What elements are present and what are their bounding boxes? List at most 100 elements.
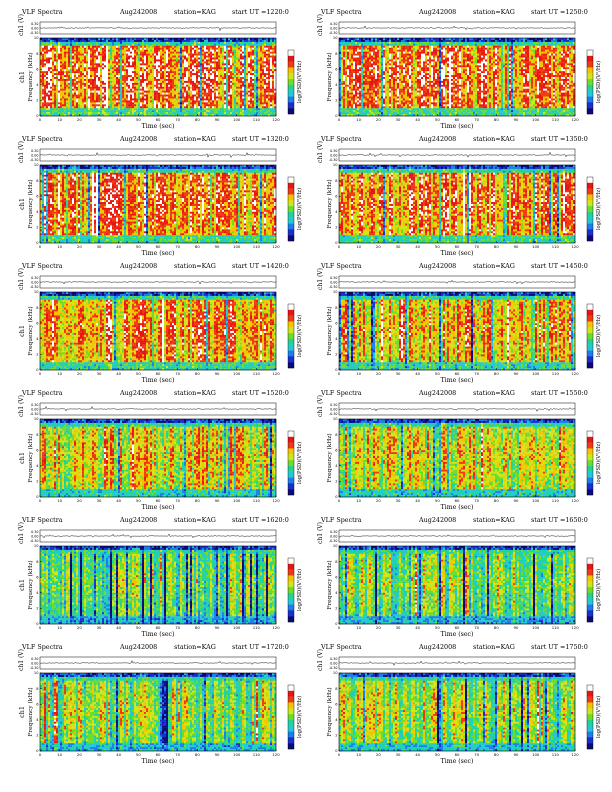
time-tick-label: 110 bbox=[253, 498, 261, 503]
time-tick-label: 30 bbox=[97, 752, 102, 757]
freq-tick-label: 4 bbox=[36, 83, 39, 87]
freq-tick-label: 0 bbox=[335, 241, 338, 245]
time-tick-label: 10 bbox=[57, 371, 62, 376]
panel-station: station=KAG bbox=[174, 262, 216, 270]
time-tick-label: 10 bbox=[57, 498, 62, 503]
colorbar bbox=[288, 177, 294, 242]
freq-tick-label: 6 bbox=[335, 194, 338, 198]
panel-title: VLF Spectra bbox=[321, 643, 362, 651]
spectra-panel-10: VLF Spectra Aug242008 station=KAG start UT … bbox=[309, 516, 609, 644]
time-tick-label: 70 bbox=[474, 371, 479, 376]
time-tick-label: 0 bbox=[338, 117, 341, 122]
colorbar-frame bbox=[287, 557, 295, 623]
spectra-panel-4: VLF Spectra Aug242008 station=KAG start UT … bbox=[309, 135, 609, 263]
time-tick-label: 20 bbox=[376, 244, 381, 249]
waveform-tick-label: 0.00 bbox=[330, 535, 337, 539]
time-tick-label: 100 bbox=[532, 117, 540, 122]
time-tick-label: 60 bbox=[156, 117, 161, 122]
panel-date: Aug242008 bbox=[120, 8, 157, 16]
panel-start-ut: start UT =1320:0 bbox=[232, 135, 289, 143]
panel-start-ut: start UT =1550:0 bbox=[531, 389, 588, 397]
panel-title: VLF Spectra bbox=[22, 516, 63, 524]
frequency-axis-label: Frequency (kHz) bbox=[27, 306, 34, 355]
time-tick-label: 0 bbox=[338, 371, 341, 376]
freq-tick-label: 10 bbox=[34, 417, 39, 421]
panel-station: station=KAG bbox=[473, 389, 515, 397]
waveform-ylabel: ch1 (V) bbox=[18, 649, 25, 671]
panel-svg: 0.300.00-0.30 ch1 (V) 0 2 4 6 8 100 10 20 30 40 50 60… bbox=[18, 395, 303, 511]
panel-start-ut: start UT =1750:0 bbox=[531, 643, 588, 651]
freq-tick-label: 0 bbox=[36, 495, 39, 499]
time-tick-label: 120 bbox=[571, 752, 579, 757]
freq-tick-label: 4 bbox=[36, 337, 39, 341]
time-tick-label: 50 bbox=[136, 371, 141, 376]
freq-tick-label: 2 bbox=[36, 734, 38, 738]
waveform-trace bbox=[39, 26, 277, 32]
time-tick-label: 120 bbox=[272, 117, 280, 122]
panel-svg: 0.300.00-0.30 ch1 (V) 0 2 4 6 8 100 10 20 30 40 50 60… bbox=[18, 268, 303, 384]
colorbar-label: log(PSD)(V²/Hz) bbox=[296, 61, 303, 103]
panel-date: Aug242008 bbox=[120, 516, 157, 524]
waveform-tick-label: -0.30 bbox=[329, 666, 338, 670]
time-tick-label: 70 bbox=[175, 625, 180, 630]
time-tick-label: 120 bbox=[272, 625, 280, 630]
freq-tick-label: 6 bbox=[335, 575, 338, 579]
time-tick-label: 110 bbox=[552, 117, 560, 122]
panel-station: station=KAG bbox=[473, 262, 515, 270]
time-tick-label: 120 bbox=[571, 117, 579, 122]
freq-tick-label: 10 bbox=[333, 163, 338, 167]
freq-tick-label: 8 bbox=[36, 687, 39, 691]
waveform-tick-label: -0.30 bbox=[30, 285, 39, 289]
colorbar-label: log(PSD)(V²/Hz) bbox=[595, 569, 602, 611]
spectrogram bbox=[40, 38, 277, 117]
time-tick-label: 100 bbox=[233, 117, 241, 122]
spectrogram bbox=[40, 165, 277, 244]
time-tick-label: 100 bbox=[532, 752, 540, 757]
waveform-tick-label: 0.00 bbox=[330, 154, 337, 158]
freq-tick-label: 8 bbox=[36, 306, 39, 310]
spectrogram bbox=[40, 673, 277, 752]
time-tick-label: 90 bbox=[514, 244, 519, 249]
channel-name-label: ch1 bbox=[18, 706, 26, 718]
panel-start-ut: start UT =1250:0 bbox=[531, 8, 588, 16]
freq-tick-label: 8 bbox=[36, 179, 39, 183]
freq-tick-label: 6 bbox=[335, 448, 338, 452]
colorbar-label: log(PSD)(V²/Hz) bbox=[595, 188, 602, 230]
freq-tick-label: 2 bbox=[335, 607, 337, 611]
panel-svg: 0.300.00-0.30 ch1 (V) 0 2 4 6 8 100 10 20 30 40 50 60… bbox=[18, 141, 303, 257]
time-tick-label: 90 bbox=[514, 117, 519, 122]
freq-tick-label: 0 bbox=[335, 368, 338, 372]
time-tick-label: 80 bbox=[195, 498, 200, 503]
freq-tick-label: 8 bbox=[335, 560, 338, 564]
frequency-axis-label: Frequency (kHz) bbox=[326, 433, 333, 482]
waveform-tick-label: -0.30 bbox=[329, 539, 338, 543]
waveform-trace bbox=[39, 533, 277, 539]
freq-tick-label: 10 bbox=[333, 290, 338, 294]
waveform-tick-label: 0.00 bbox=[330, 281, 337, 285]
frequency-axis-label: Frequency (kHz) bbox=[27, 179, 34, 228]
time-tick-label: 30 bbox=[97, 117, 102, 122]
waveform-tick-label: 0.00 bbox=[31, 27, 38, 31]
time-tick-label: 30 bbox=[396, 752, 401, 757]
panel-svg: 0.300.00-0.30 ch1 (V) 0 2 4 6 8 100 10 20 30 40 50 60… bbox=[317, 649, 602, 765]
time-axis-label: Time (sec) bbox=[441, 504, 474, 511]
panel-title: VLF Spectra bbox=[321, 135, 362, 143]
time-tick-label: 10 bbox=[57, 117, 62, 122]
waveform-tick-label: 0.30 bbox=[31, 149, 38, 153]
colorbar-label: log(PSD)(V²/Hz) bbox=[595, 61, 602, 103]
time-tick-label: 50 bbox=[435, 117, 440, 122]
panel-date: Aug242008 bbox=[120, 389, 157, 397]
time-tick-label: 40 bbox=[116, 371, 121, 376]
freq-tick-label: 6 bbox=[36, 321, 39, 325]
time-tick-label: 40 bbox=[116, 752, 121, 757]
time-tick-label: 50 bbox=[136, 498, 141, 503]
time-tick-label: 90 bbox=[215, 117, 220, 122]
waveform-tick-label: 0.00 bbox=[330, 662, 337, 666]
freq-tick-label: 10 bbox=[34, 671, 39, 675]
time-tick-label: 80 bbox=[494, 498, 499, 503]
time-tick-label: 110 bbox=[552, 498, 560, 503]
time-tick-label: 30 bbox=[396, 117, 401, 122]
time-tick-label: 120 bbox=[272, 498, 280, 503]
panel-start-ut: start UT =1650:0 bbox=[531, 516, 588, 524]
time-tick-label: 40 bbox=[415, 117, 420, 122]
